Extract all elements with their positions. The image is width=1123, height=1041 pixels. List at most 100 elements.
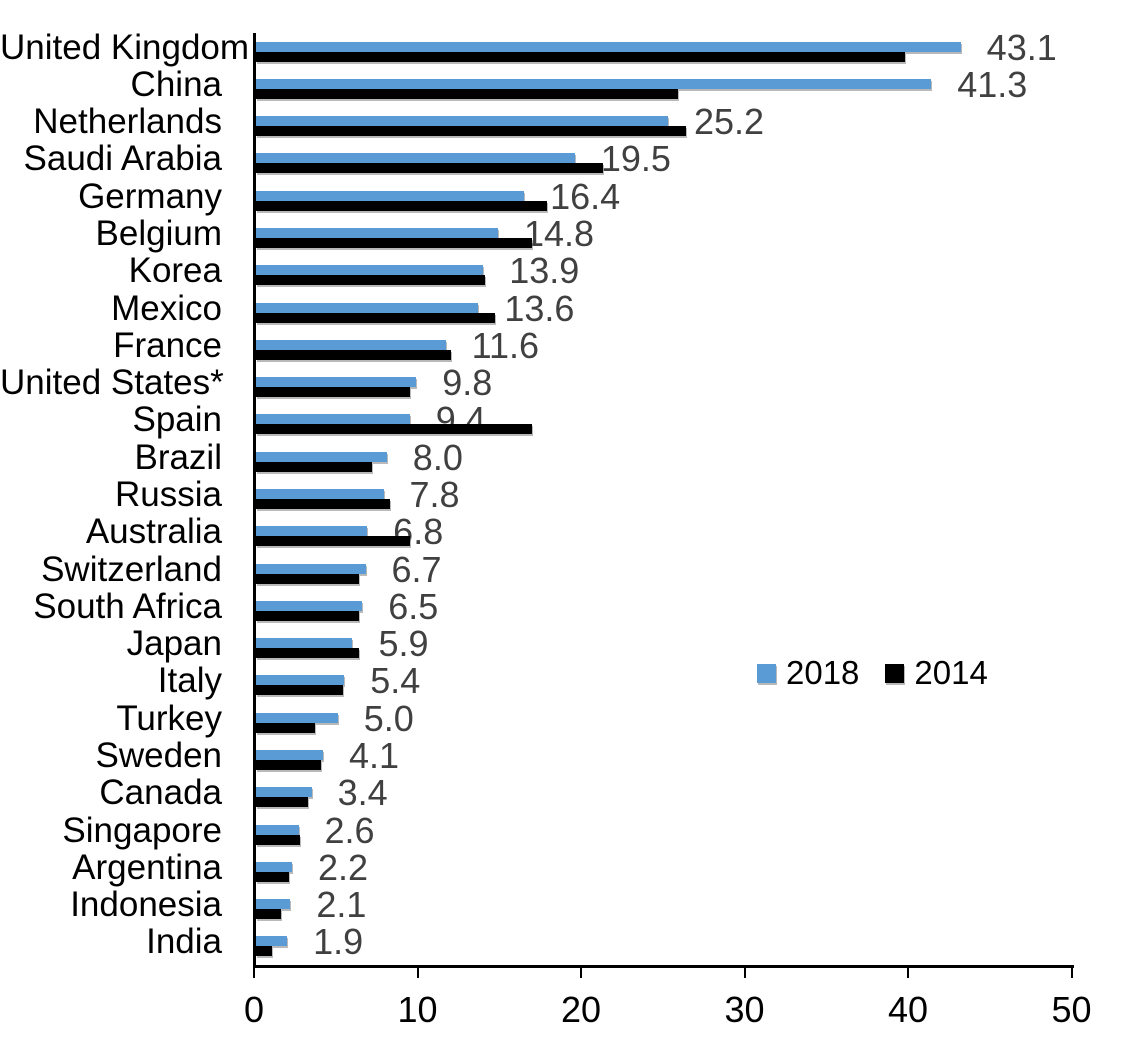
category-label: India bbox=[146, 922, 222, 962]
bar-2018 bbox=[256, 265, 484, 276]
bar-2014 bbox=[256, 200, 548, 211]
x-tick bbox=[580, 965, 582, 978]
value-label: 3.4 bbox=[337, 772, 388, 814]
bar-2018 bbox=[256, 377, 417, 388]
bar-2014 bbox=[256, 126, 686, 137]
bar-2014 bbox=[256, 51, 906, 62]
category-label: Indonesia bbox=[70, 885, 222, 925]
bar-2018 bbox=[256, 675, 345, 686]
bar-2018 bbox=[256, 489, 384, 499]
category-label: South Africa bbox=[33, 586, 222, 626]
bar-2014 bbox=[256, 610, 359, 621]
category-label: Korea bbox=[128, 251, 222, 291]
x-tick bbox=[253, 965, 255, 978]
x-tick bbox=[1070, 965, 1073, 978]
category-label: Switzerland bbox=[41, 549, 222, 589]
bar-2018 bbox=[256, 526, 368, 537]
bar-2018 bbox=[256, 563, 366, 574]
value-label: 6.7 bbox=[391, 548, 442, 590]
value-label: 14.8 bbox=[523, 213, 595, 255]
bar-2018 bbox=[256, 339, 446, 350]
category-label: Australia bbox=[85, 512, 222, 552]
category-label: United Kingdom bbox=[0, 27, 250, 67]
category-label: United States* bbox=[0, 363, 224, 403]
value-label: 11.6 bbox=[471, 324, 540, 366]
bar-2014 bbox=[256, 163, 603, 174]
value-label: 41.3 bbox=[957, 63, 1028, 105]
bar-2018 bbox=[256, 228, 498, 239]
category-label: Saudi Arabia bbox=[23, 139, 222, 179]
bar-2018 bbox=[256, 787, 312, 798]
bar-2014 bbox=[256, 238, 533, 249]
x-tick bbox=[907, 965, 909, 978]
category-label: Canada bbox=[99, 773, 222, 813]
category-label: Mexico bbox=[111, 288, 222, 328]
bar-2018 bbox=[256, 41, 961, 52]
value-label: 16.4 bbox=[550, 175, 621, 217]
legend: 2018 2014 bbox=[757, 656, 988, 690]
bar-2014 bbox=[256, 424, 533, 435]
value-label: 13.6 bbox=[504, 287, 575, 329]
bar-2014 bbox=[256, 499, 391, 509]
category-label: Italy bbox=[157, 661, 222, 701]
y-axis-line bbox=[253, 33, 256, 968]
category-label: Spain bbox=[132, 400, 222, 440]
legend-swatch-icon bbox=[885, 663, 905, 683]
bar-2014 bbox=[256, 461, 373, 472]
bar-2014 bbox=[256, 88, 678, 99]
bar-2014 bbox=[256, 536, 410, 547]
bar-2014 bbox=[256, 797, 309, 808]
bar-2018 bbox=[256, 712, 338, 723]
value-label: 5.0 bbox=[363, 697, 414, 739]
bar-2018 bbox=[256, 749, 324, 760]
bar-2014 bbox=[256, 573, 359, 584]
category-label: Russia bbox=[115, 475, 222, 514]
x-tick-label: 10 bbox=[397, 989, 438, 1030]
value-label: 2.6 bbox=[324, 809, 375, 851]
category-label: France bbox=[113, 325, 222, 365]
value-label: 8.0 bbox=[412, 436, 463, 478]
bar-2014 bbox=[256, 275, 485, 286]
value-label: 7.8 bbox=[409, 474, 460, 515]
x-tick-label: 20 bbox=[560, 989, 602, 1030]
bar-2018 bbox=[256, 638, 353, 649]
legend-swatch-icon bbox=[757, 663, 776, 683]
bar-2018 bbox=[256, 824, 299, 835]
category-label: Turkey bbox=[116, 698, 222, 738]
category-label: China bbox=[130, 64, 222, 104]
value-label: 5.9 bbox=[378, 623, 429, 665]
x-tick-label: 0 bbox=[243, 989, 265, 1030]
x-tick-label: 50 bbox=[1051, 989, 1092, 1030]
bar-2014 bbox=[256, 834, 301, 845]
bar-2018 bbox=[256, 451, 387, 462]
bar-2014 bbox=[256, 312, 495, 323]
bar-2014 bbox=[256, 648, 359, 659]
bar-2014 bbox=[256, 909, 281, 920]
bar-2014 bbox=[256, 871, 289, 882]
value-label: 6.5 bbox=[388, 585, 439, 627]
value-label: 43.1 bbox=[986, 26, 1057, 68]
bar-2018 bbox=[256, 936, 288, 947]
x-tick bbox=[743, 965, 746, 978]
value-label: 2.2 bbox=[317, 846, 369, 888]
category-label: Argentina bbox=[72, 847, 222, 887]
value-label: 13.9 bbox=[509, 250, 580, 292]
value-label: 9.8 bbox=[442, 362, 493, 404]
bar-2014 bbox=[256, 722, 315, 733]
value-label: 5.4 bbox=[370, 660, 421, 702]
value-label: 25.2 bbox=[694, 101, 765, 143]
value-label: 19.5 bbox=[600, 138, 671, 180]
bar-2018 bbox=[256, 899, 291, 910]
legend-label: 2018 bbox=[786, 654, 860, 691]
category-label: Brazil bbox=[134, 437, 222, 477]
category-label: Germany bbox=[78, 176, 222, 216]
bar-2018 bbox=[256, 302, 479, 313]
category-label: Japan bbox=[126, 624, 222, 664]
bar-2018 bbox=[256, 153, 575, 164]
category-label: Belgium bbox=[95, 214, 222, 254]
legend-entry-2018: 2018 bbox=[757, 656, 859, 690]
x-axis-line bbox=[253, 965, 1074, 968]
bar-2014 bbox=[256, 349, 451, 360]
bar-2018 bbox=[256, 414, 410, 425]
